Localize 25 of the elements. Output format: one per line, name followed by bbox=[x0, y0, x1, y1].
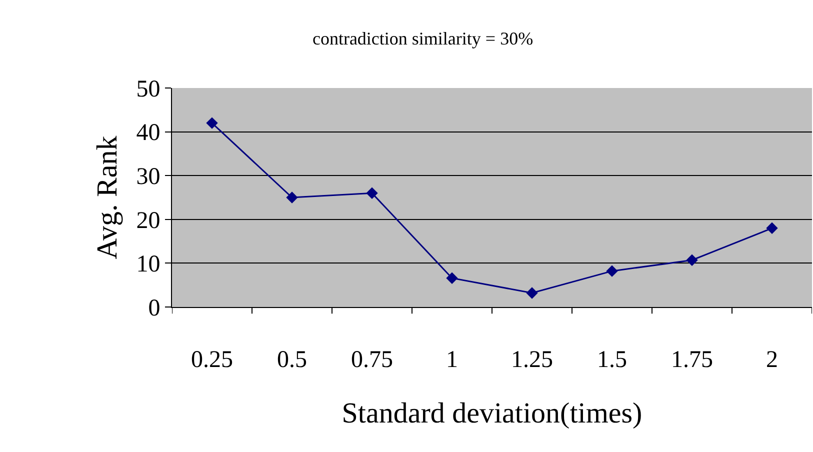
x-axis-title: Standard deviation(times) bbox=[342, 398, 642, 430]
point bbox=[766, 222, 778, 234]
point bbox=[606, 265, 618, 277]
point bbox=[366, 187, 378, 199]
x-tick-label: 1.75 bbox=[671, 346, 713, 373]
point bbox=[206, 117, 218, 129]
y-tick-label: 20 bbox=[136, 208, 160, 234]
x-tick-label: 2 bbox=[766, 346, 778, 373]
x-tick-label: 0.75 bbox=[351, 346, 393, 373]
point bbox=[686, 254, 698, 266]
point bbox=[446, 272, 458, 284]
chart-title: contradiction similarity = 30% bbox=[312, 28, 534, 49]
y-tick-label: 40 bbox=[136, 120, 160, 146]
y-tick-label: 50 bbox=[136, 76, 160, 102]
y-tick-label: 0 bbox=[148, 295, 160, 322]
x-tick-label: 0.25 bbox=[191, 346, 233, 373]
point bbox=[526, 287, 538, 299]
x-tick-label: 0.5 bbox=[277, 346, 307, 373]
y-tick-label: 10 bbox=[136, 252, 160, 278]
x-tick-label: 1 bbox=[446, 346, 458, 373]
point bbox=[286, 192, 298, 204]
x-tick-label: 1.5 bbox=[597, 346, 627, 373]
y-tick-label: 30 bbox=[136, 164, 160, 190]
x-tick-label: 1.25 bbox=[511, 346, 553, 373]
y-axis-title: Avg. Rank bbox=[92, 135, 124, 260]
